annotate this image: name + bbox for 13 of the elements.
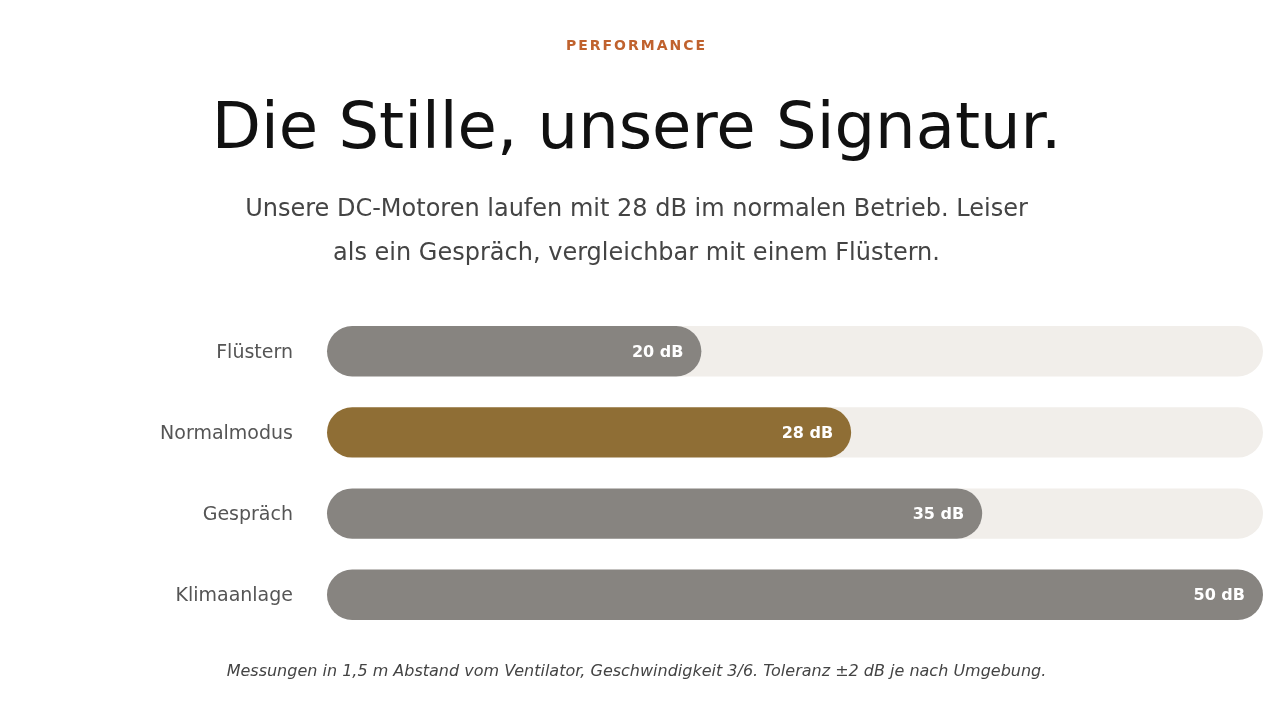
chart-title: Die Stille, unsere Signatur. [211,89,1062,163]
y-tick-label: Gespräch [202,502,293,525]
y-tick-label: Normalmodus [160,421,293,444]
y-tick-label: Flüstern [216,339,293,362]
bar [327,569,1263,620]
data-label: 28 dB [781,423,834,443]
text: PERFORMANCE [565,37,708,53]
data-label: 35 dB [912,504,965,524]
chart-subtitle: Unsere DC-Motoren laufen mit 28 dB im normalen Betrieb. Leiser als ein Gespräch, vergleichbar mit einem Flüstern. [245,194,1028,266]
text: Messungen in 1,5 m Abstand vom Ventilator, Geschwindigkeit 3/6. Toleranz ±2 dB je nach Umgebung. [226,661,1047,680]
y-tick-label: Klimaanlage [175,583,293,606]
data-label: 20 dB [631,341,684,361]
data-label: 50 dB [1193,585,1245,605]
